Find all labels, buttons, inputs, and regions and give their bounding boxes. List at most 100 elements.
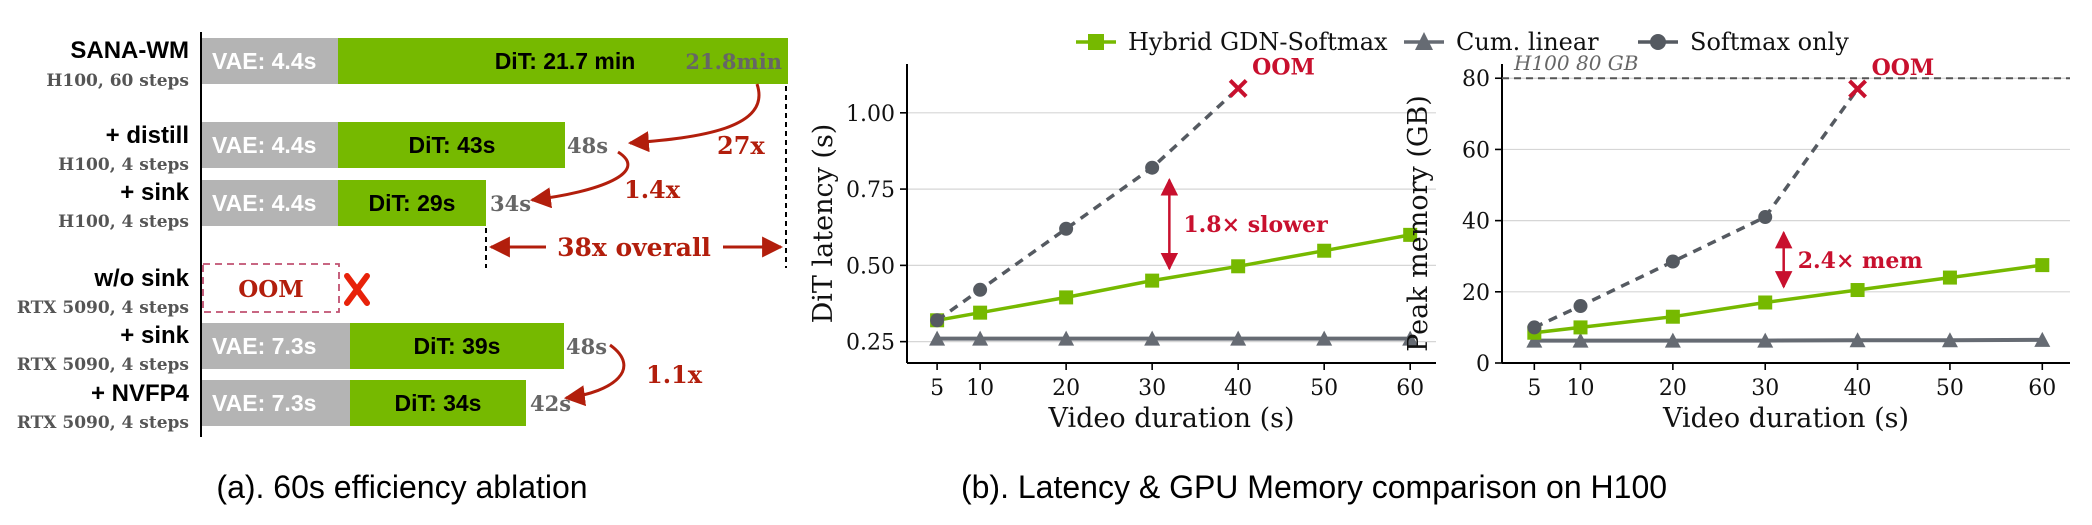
memory-oom-marker — [1848, 79, 1867, 99]
memory-point-linear — [1941, 332, 1958, 348]
total-label-nvfp4: 42s — [530, 391, 571, 416]
oom-label: OOM — [238, 276, 304, 303]
memory-y-tick-label: 80 — [1462, 67, 1490, 92]
memory-y-axis-label: Peak memory (GB) — [1403, 95, 1434, 352]
latency-point-hybrid — [973, 305, 988, 320]
total-label-distill: 48s — [567, 133, 608, 158]
latency-point-linear — [1316, 330, 1333, 346]
latency-annotations: OOM 1.8× slower — [1160, 54, 1328, 271]
memory-gap-label: 2.4× mem — [1798, 248, 1923, 274]
memory-series — [1526, 87, 2051, 348]
annotation-38x: 38x overall — [557, 233, 711, 262]
dit-label-sink-h100: DiT: 29s — [369, 190, 456, 216]
caption-b: (b). Latency & GPU Memory comparison on … — [961, 469, 1667, 505]
memory-point-linear — [1849, 332, 1866, 348]
latency-y-tick-label: 0.25 — [846, 331, 895, 356]
legend-label-softmax: Softmax only — [1690, 28, 1849, 56]
latency-oom-marker — [1228, 78, 1248, 98]
memory-series-line-hybrid — [1534, 263, 2043, 335]
caption-a: (a). 60s efficiency ablation — [216, 469, 587, 505]
legend: Hybrid GDN-Softmax Cum. linear Softmax o… — [1076, 28, 1849, 56]
memory-point-linear — [1572, 332, 1589, 348]
latency-series-line-hybrid — [936, 233, 1411, 323]
total-label-sink-h100: 34s — [490, 191, 531, 216]
legend-marker-softmax — [1650, 34, 1666, 50]
vae-label-nvfp4: VAE: 7.3s — [212, 390, 316, 416]
memory-point-hybrid — [1942, 270, 1957, 285]
latency-point-linear — [1144, 330, 1161, 346]
memory-plot: 5 10 20 30 40 50 60 0 20 40 60 80 H100 80 GB OOM 2.4… — [1403, 51, 2070, 434]
dit-label-distill: DiT: 43s — [409, 132, 496, 158]
memory-point-softmax — [1573, 299, 1588, 314]
oom-cross-icon — [344, 273, 370, 306]
dit-bar-sana-wm — [338, 38, 788, 84]
latency-x-ticks: 5 10 20 30 40 50 60 — [930, 363, 1424, 401]
memory-point-hybrid — [1758, 295, 1773, 310]
latency-point-linear — [1230, 330, 1247, 346]
latency-point-hybrid — [1231, 259, 1246, 274]
vae-label-sink-5090: VAE: 7.3s — [212, 333, 316, 359]
annotation-27x: 27x — [717, 131, 765, 160]
dit-bar-distill — [338, 122, 565, 168]
latency-point-linear — [1058, 330, 1075, 346]
latency-point-hybrid — [1059, 290, 1074, 305]
row-sub-wo-sink: RTX 5090, 4 steps — [17, 298, 189, 318]
ablation-annotations: 27x 1.4x 38x overall 1.1x — [485, 83, 787, 407]
memory-y-tick-label: 60 — [1462, 138, 1490, 163]
row-sub-nvfp4: RTX 5090, 4 steps — [17, 413, 189, 433]
latency-point-hybrid — [1317, 243, 1332, 258]
arrow-27x — [627, 83, 761, 153]
latency-gap-label: 1.8× slower — [1183, 212, 1328, 238]
latency-x-tick-label: 30 — [1138, 376, 1166, 401]
latency-series — [929, 87, 1419, 346]
total-label-sana-wm: 21.8min — [685, 49, 782, 74]
latency-point-hybrid — [1145, 273, 1160, 288]
memory-series-line-linear — [1534, 337, 2043, 343]
ablation-bars: VAE: 4.4s DiT: 21.7 min 21.8min VAE: 4.4… — [202, 38, 788, 426]
latency-y-ticks: 0.25 0.50 0.75 1.00 — [846, 102, 907, 356]
row-label-wo-sink: w/o sink — [93, 265, 189, 292]
memory-point-linear — [1757, 332, 1774, 348]
row-label-sana-wm: SANA-WM — [70, 37, 189, 64]
memory-limit-label: H100 80 GB — [1513, 51, 1638, 75]
vae-bar-sink-h100 — [202, 180, 338, 226]
latency-point-softmax — [973, 282, 988, 297]
memory-x-axis-label: Video duration (s) — [1662, 403, 1909, 434]
vae-bar-distill — [202, 122, 338, 168]
latency-x-tick-label: 5 — [930, 376, 944, 401]
row-label-distill: + distill — [106, 122, 189, 149]
row-label-nvfp4: + NVFP4 — [91, 380, 190, 407]
memory-y-ticks: 0 20 40 60 80 — [1462, 67, 1502, 377]
memory-annotations: H100 80 GB OOM 2.4× mem — [1502, 51, 2070, 289]
legend-label-linear: Cum. linear — [1456, 28, 1599, 56]
latency-point-hybrid — [1403, 227, 1418, 242]
dit-label-sana-wm: DiT: 21.7 min — [495, 48, 636, 74]
total-label-sink-5090: 48s — [566, 334, 607, 359]
arrow-1-4x — [529, 150, 630, 209]
latency-point-linear — [929, 330, 946, 346]
dit-label-sink-5090: DiT: 39s — [414, 333, 501, 359]
latency-y-tick-label: 1.00 — [846, 102, 895, 127]
memory-point-linear — [1526, 332, 1543, 348]
memory-x-tick-label: 10 — [1567, 376, 1595, 401]
memory-x-ticks: 5 10 20 30 40 50 60 — [1527, 363, 2056, 401]
memory-series-line-softmax — [1533, 87, 1860, 329]
annotation-1-4x: 1.4x — [624, 175, 681, 204]
latency-plot: 5 10 20 30 40 50 60 0.25 0.50 0.75 1.00 OOM 1.8× s… — [808, 54, 1436, 434]
latency-oom-label: OOM — [1252, 54, 1315, 80]
memory-point-hybrid — [1850, 283, 1865, 298]
latency-x-tick-label: 20 — [1052, 376, 1080, 401]
latency-point-linear — [972, 330, 989, 346]
latency-y-tick-label: 0.75 — [846, 178, 895, 203]
row-label-sink-h100: + sink — [120, 179, 189, 206]
row-sub-distill: H100, 4 steps — [58, 155, 189, 175]
memory-x-tick-label: 5 — [1527, 376, 1541, 401]
row-sub-sink-5090: RTX 5090, 4 steps — [17, 355, 189, 375]
memory-x-tick-label: 20 — [1659, 376, 1687, 401]
oom-box — [202, 263, 340, 313]
vae-label-sink-h100: VAE: 4.4s — [212, 190, 316, 216]
row-sub-sink-h100: H100, 4 steps — [58, 212, 189, 232]
vae-label-sana-wm: VAE: 4.4s — [212, 48, 316, 74]
latency-y-tick-label: 0.50 — [846, 254, 895, 279]
row-sub-sana-wm: H100, 60 steps — [46, 71, 189, 91]
